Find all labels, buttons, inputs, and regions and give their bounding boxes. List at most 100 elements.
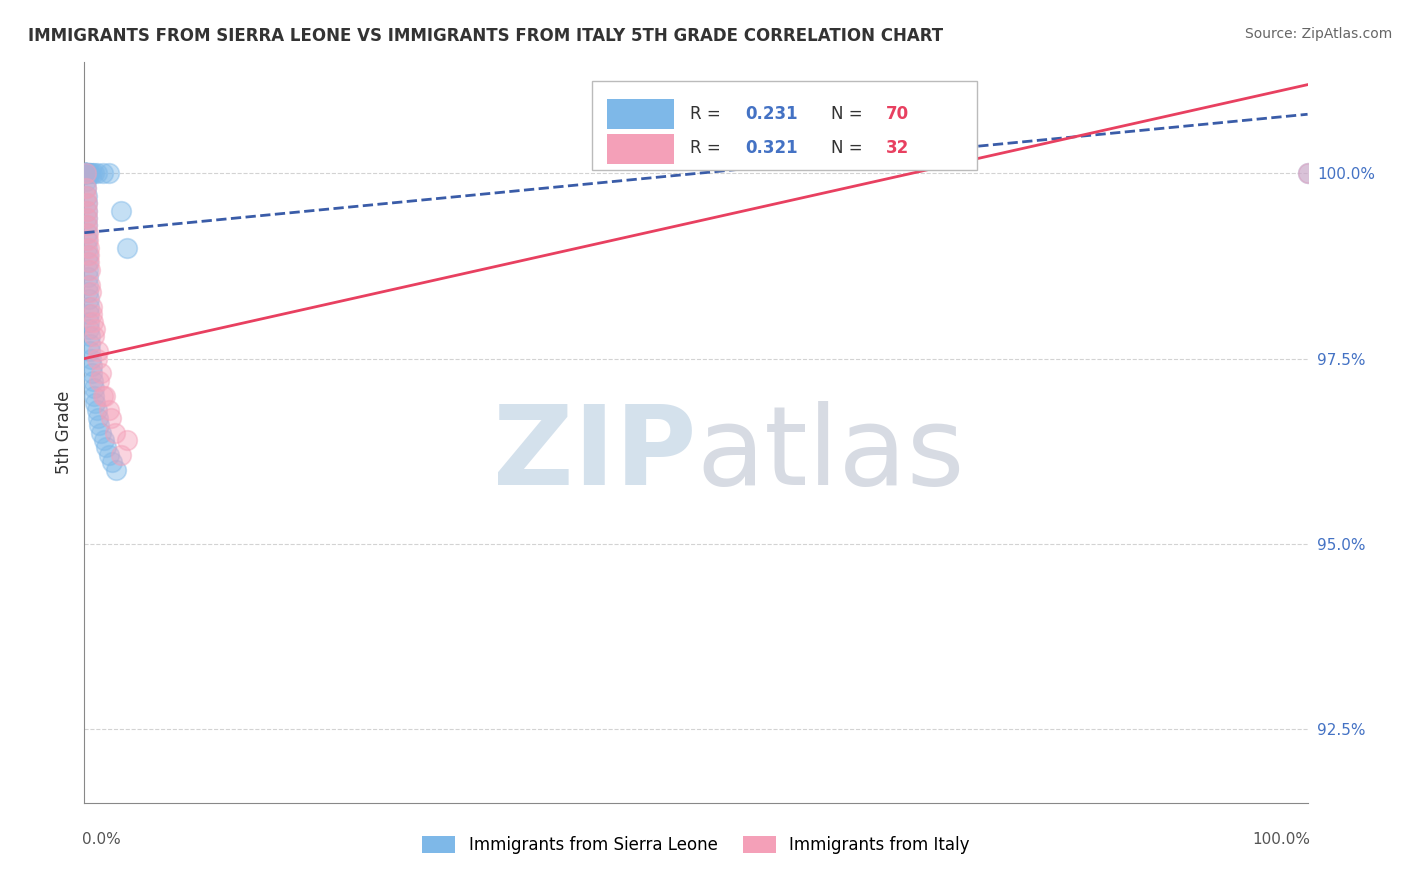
Point xyxy=(97,403,120,417)
Point xyxy=(76,211,98,225)
Point xyxy=(86,167,108,181)
Point xyxy=(104,425,127,440)
Point xyxy=(77,167,100,181)
Point xyxy=(77,255,100,269)
Point xyxy=(77,293,100,307)
Point xyxy=(75,174,97,188)
Point xyxy=(86,403,108,417)
Point xyxy=(75,167,97,181)
Point xyxy=(97,448,120,462)
Text: IMMIGRANTS FROM SIERRA LEONE VS IMMIGRANTS FROM ITALY 5TH GRADE CORRELATION CHAR: IMMIGRANTS FROM SIERRA LEONE VS IMMIGRAN… xyxy=(28,27,943,45)
Point xyxy=(76,219,98,233)
Point xyxy=(77,300,100,314)
Point xyxy=(76,196,98,211)
Point xyxy=(101,455,124,469)
Point xyxy=(75,167,97,181)
Point xyxy=(76,255,98,269)
Point xyxy=(110,448,132,462)
Point xyxy=(76,219,98,233)
Point xyxy=(86,351,108,366)
Point xyxy=(90,425,112,440)
Point xyxy=(76,203,98,218)
Text: atlas: atlas xyxy=(696,401,965,508)
Point xyxy=(110,203,132,218)
Point xyxy=(76,203,98,218)
Point xyxy=(1296,167,1319,181)
Point xyxy=(115,241,138,255)
Y-axis label: 5th Grade: 5th Grade xyxy=(55,391,73,475)
Point xyxy=(79,322,101,336)
Point xyxy=(75,167,97,181)
Point xyxy=(91,389,114,403)
Point xyxy=(76,188,98,202)
Point xyxy=(77,241,100,255)
Point xyxy=(79,167,101,181)
Point xyxy=(75,167,97,181)
Point xyxy=(82,307,104,321)
Point xyxy=(80,285,103,299)
Point xyxy=(75,167,97,181)
Point xyxy=(76,167,98,181)
Point xyxy=(77,248,100,262)
Point xyxy=(90,367,112,381)
Point xyxy=(75,167,97,181)
Point xyxy=(75,181,97,195)
Point xyxy=(83,381,105,395)
Point xyxy=(76,167,98,181)
Point xyxy=(82,315,104,329)
Point xyxy=(115,433,138,447)
Point xyxy=(75,167,97,181)
Point xyxy=(76,211,98,225)
Point xyxy=(75,188,97,202)
Point xyxy=(80,300,103,314)
Text: 32: 32 xyxy=(886,139,908,157)
Point xyxy=(79,336,101,351)
Point xyxy=(75,167,97,181)
Point xyxy=(83,329,105,343)
Point xyxy=(91,167,114,181)
Point xyxy=(87,410,110,425)
Point xyxy=(73,167,96,181)
Point xyxy=(76,226,98,240)
Text: ZIP: ZIP xyxy=(492,401,696,508)
Point xyxy=(79,277,101,292)
FancyBboxPatch shape xyxy=(592,81,977,169)
Point xyxy=(77,167,100,181)
Point xyxy=(79,329,101,343)
Point xyxy=(76,233,98,247)
Point xyxy=(75,167,97,181)
Point xyxy=(79,344,101,359)
Point xyxy=(83,322,105,336)
Point xyxy=(83,167,105,181)
Point xyxy=(75,167,97,181)
Point xyxy=(100,410,122,425)
Point xyxy=(79,262,101,277)
Point xyxy=(77,270,100,285)
Point xyxy=(82,367,104,381)
Legend: Immigrants from Sierra Leone, Immigrants from Italy: Immigrants from Sierra Leone, Immigrants… xyxy=(415,830,977,861)
Text: 100.0%: 100.0% xyxy=(1251,832,1310,847)
Point xyxy=(76,241,98,255)
Point xyxy=(75,181,97,195)
Point xyxy=(80,359,103,373)
Point xyxy=(83,389,105,403)
Point xyxy=(77,226,100,240)
Point xyxy=(87,344,110,359)
Point xyxy=(77,315,100,329)
Text: 0.321: 0.321 xyxy=(745,139,797,157)
Point xyxy=(75,167,97,181)
Point xyxy=(84,396,107,410)
Point xyxy=(93,433,115,447)
Point xyxy=(75,167,97,181)
Point xyxy=(87,374,110,388)
Point xyxy=(94,389,117,403)
Point xyxy=(77,285,100,299)
Point xyxy=(76,167,98,181)
Text: Source: ZipAtlas.com: Source: ZipAtlas.com xyxy=(1244,27,1392,41)
Point xyxy=(97,167,120,181)
Text: 0.231: 0.231 xyxy=(745,104,797,122)
Point xyxy=(75,167,97,181)
Point xyxy=(75,167,97,181)
Point xyxy=(77,277,100,292)
Text: R =: R = xyxy=(690,104,725,122)
